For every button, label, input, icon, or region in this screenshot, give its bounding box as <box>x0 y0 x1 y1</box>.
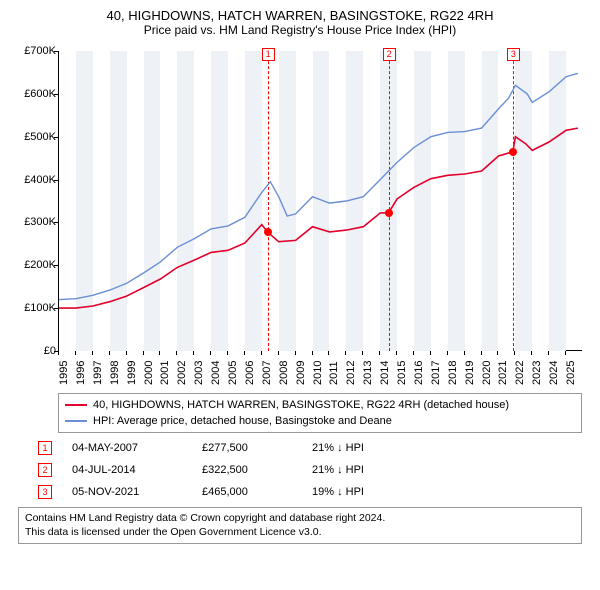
chart-area: 123 £0 £100K £200K £300K £400K £500K £600K £700… <box>10 41 590 391</box>
sale-row-price: £277,500 <box>202 442 312 454</box>
sale-dot <box>509 148 517 156</box>
legend-swatch <box>65 404 87 406</box>
sale-row-delta: 21% ↓ HPI <box>312 464 422 476</box>
sale-row-index: 3 <box>38 485 52 499</box>
series-property <box>59 128 578 308</box>
x-tick-label: 2025 <box>565 361 599 385</box>
plot: 123 <box>58 51 582 351</box>
legend-label: 40, HIGHDOWNS, HATCH WARREN, BASINGSTOKE… <box>93 399 509 411</box>
y-tick-label: £0 <box>10 345 56 357</box>
sales-table: 1 04-MAY-2007£277,50021% ↓ HPI 2 04-JUL-201… <box>38 437 582 503</box>
y-tick-label: £200K <box>10 259 56 271</box>
sale-row-date: 04-MAY-2007 <box>72 442 202 454</box>
chart-subtitle: Price paid vs. HM Land Registry's House … <box>10 23 590 37</box>
y-tick-label: £300K <box>10 216 56 228</box>
footer-line: This data is licensed under the Open Gov… <box>25 526 575 540</box>
y-tick-label: £700K <box>10 45 56 57</box>
series-lines <box>59 51 583 351</box>
sale-row-price: £322,500 <box>202 464 312 476</box>
footer-line: Contains HM Land Registry data © Crown c… <box>25 512 575 526</box>
legend-item-property: 40, HIGHDOWNS, HATCH WARREN, BASINGSTOKE… <box>65 397 575 413</box>
legend-item-hpi: HPI: Average price, detached house, Basi… <box>65 413 575 429</box>
legend-swatch <box>65 420 87 422</box>
sale-row-delta: 19% ↓ HPI <box>312 486 422 498</box>
y-tick-label: £400K <box>10 174 56 186</box>
y-tick-label: £600K <box>10 88 56 100</box>
legend: 40, HIGHDOWNS, HATCH WARREN, BASINGSTOKE… <box>58 393 582 433</box>
sale-row: 2 04-JUL-2014£322,50021% ↓ HPI <box>38 459 582 481</box>
sale-row-date: 05-NOV-2021 <box>72 486 202 498</box>
y-tick-label: £500K <box>10 131 56 143</box>
license-footer: Contains HM Land Registry data © Crown c… <box>18 507 582 544</box>
sale-dot <box>385 209 393 217</box>
series-hpi <box>59 73 578 299</box>
y-tick-label: £100K <box>10 302 56 314</box>
sale-row-price: £465,000 <box>202 486 312 498</box>
sale-row-date: 04-JUL-2014 <box>72 464 202 476</box>
sale-row-index: 2 <box>38 463 52 477</box>
sale-row: 3 05-NOV-2021£465,00019% ↓ HPI <box>38 481 582 503</box>
sale-dot <box>264 228 272 236</box>
sale-row: 1 04-MAY-2007£277,50021% ↓ HPI <box>38 437 582 459</box>
chart-title: 40, HIGHDOWNS, HATCH WARREN, BASINGSTOKE… <box>10 8 590 23</box>
sale-row-delta: 21% ↓ HPI <box>312 442 422 454</box>
legend-label: HPI: Average price, detached house, Basi… <box>93 415 392 427</box>
sale-row-index: 1 <box>38 441 52 455</box>
